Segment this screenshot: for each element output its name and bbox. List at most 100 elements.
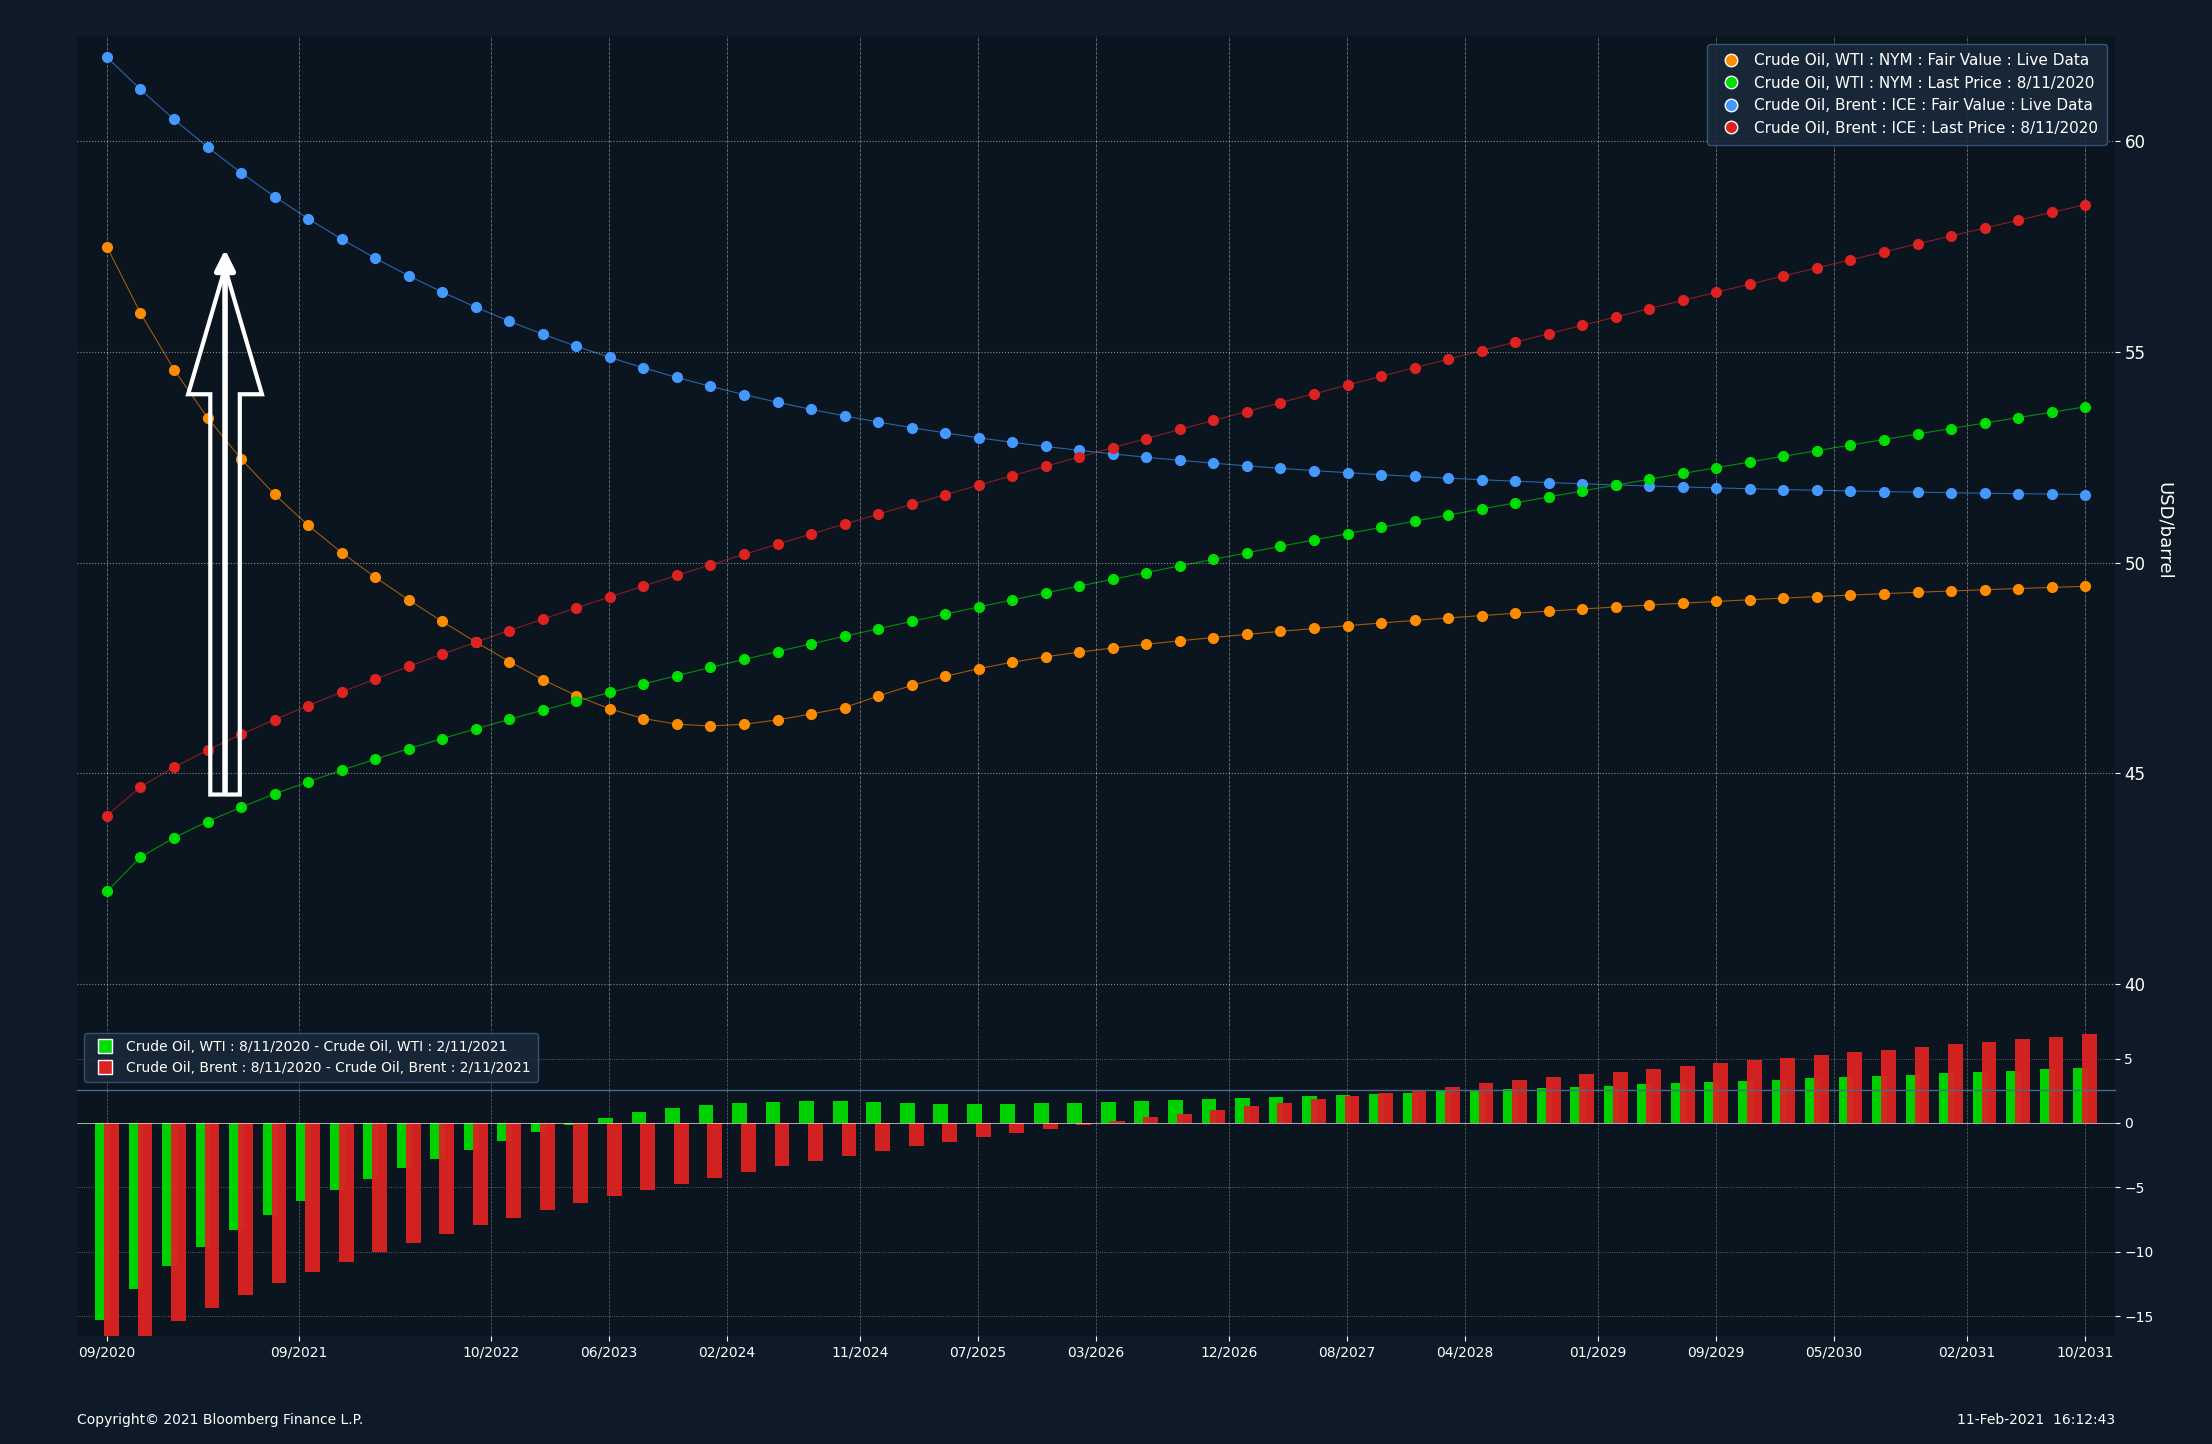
Bar: [473, 1123, 487, 1226]
Bar: [799, 1102, 814, 1123]
Bar: [137, 1123, 153, 1336]
Bar: [633, 1112, 646, 1123]
Bar: [1210, 1110, 1225, 1123]
Bar: [666, 1108, 679, 1123]
Bar: [1940, 1073, 1953, 1123]
Bar: [2039, 1070, 2055, 1123]
Text: 11-Feb-2021  16:12:43: 11-Feb-2021 16:12:43: [1958, 1412, 2115, 1427]
Bar: [732, 1103, 748, 1123]
Y-axis label: USD/barrel: USD/barrel: [2154, 482, 2172, 580]
Bar: [1110, 1121, 1124, 1123]
Bar: [699, 1105, 714, 1123]
Bar: [95, 1123, 111, 1320]
Bar: [774, 1123, 790, 1167]
Bar: [239, 1123, 252, 1295]
Bar: [1042, 1123, 1057, 1129]
Bar: [1168, 1100, 1183, 1123]
Bar: [1613, 1071, 1628, 1123]
Bar: [1402, 1093, 1418, 1123]
Bar: [1646, 1069, 1661, 1123]
Bar: [1469, 1090, 1484, 1123]
Bar: [1537, 1087, 1551, 1123]
Bar: [330, 1123, 345, 1190]
Bar: [765, 1102, 781, 1123]
Bar: [1604, 1086, 1619, 1123]
Bar: [372, 1123, 387, 1252]
Legend: Crude Oil, WTI : 8/11/2020 - Crude Oil, WTI : 2/11/2021, Crude Oil, Brent : 8/11: Crude Oil, WTI : 8/11/2020 - Crude Oil, …: [84, 1034, 538, 1082]
Bar: [1949, 1044, 1962, 1123]
Bar: [440, 1123, 453, 1233]
Bar: [1739, 1080, 1752, 1123]
Bar: [1279, 1103, 1292, 1123]
Bar: [1571, 1087, 1586, 1123]
Bar: [396, 1123, 411, 1168]
Bar: [675, 1123, 688, 1184]
Bar: [832, 1102, 847, 1123]
Bar: [841, 1123, 856, 1157]
Bar: [2081, 1034, 2097, 1123]
Bar: [465, 1123, 478, 1149]
Bar: [2073, 1069, 2088, 1123]
Bar: [597, 1118, 613, 1123]
Bar: [1637, 1084, 1652, 1123]
Bar: [305, 1123, 321, 1272]
Bar: [1880, 1050, 1896, 1123]
Bar: [1973, 1071, 1989, 1123]
Bar: [1847, 1053, 1863, 1123]
Bar: [1177, 1113, 1192, 1123]
Bar: [909, 1123, 922, 1147]
Bar: [1714, 1063, 1728, 1123]
Bar: [741, 1123, 757, 1173]
Bar: [1378, 1093, 1394, 1123]
Bar: [540, 1123, 555, 1210]
Bar: [933, 1103, 949, 1123]
Bar: [1102, 1102, 1115, 1123]
Bar: [1234, 1097, 1250, 1123]
Bar: [1033, 1103, 1048, 1123]
Bar: [230, 1123, 243, 1229]
Bar: [1436, 1092, 1451, 1123]
Bar: [1670, 1083, 1686, 1123]
Bar: [1747, 1060, 1761, 1123]
Bar: [431, 1123, 445, 1158]
Bar: [1009, 1123, 1024, 1134]
Bar: [1201, 1099, 1217, 1123]
Bar: [1546, 1077, 1559, 1123]
Bar: [573, 1123, 588, 1203]
Bar: [876, 1123, 889, 1151]
Bar: [263, 1123, 276, 1214]
Bar: [1144, 1118, 1159, 1123]
Bar: [272, 1123, 288, 1284]
Bar: [1444, 1086, 1460, 1123]
Bar: [1838, 1077, 1854, 1123]
Legend: Crude Oil, WTI : NYM : Fair Value : Live Data, Crude Oil, WTI : NYM : Last Price: Crude Oil, WTI : NYM : Fair Value : Live…: [1705, 43, 2108, 144]
Bar: [2015, 1040, 2031, 1123]
Bar: [967, 1105, 982, 1123]
Bar: [1270, 1097, 1283, 1123]
Bar: [507, 1123, 522, 1217]
Bar: [531, 1123, 546, 1132]
Bar: [498, 1123, 513, 1141]
Bar: [1336, 1095, 1352, 1123]
Bar: [564, 1123, 580, 1125]
Bar: [942, 1123, 958, 1142]
Bar: [296, 1123, 312, 1201]
Bar: [1243, 1106, 1259, 1123]
Bar: [1504, 1089, 1517, 1123]
Bar: [2048, 1037, 2064, 1123]
Bar: [170, 1123, 186, 1321]
Bar: [104, 1123, 119, 1354]
Bar: [2006, 1070, 2022, 1123]
Bar: [1814, 1056, 1829, 1123]
Bar: [1871, 1076, 1887, 1123]
Bar: [1781, 1057, 1796, 1123]
Bar: [1312, 1099, 1325, 1123]
Bar: [204, 1123, 219, 1307]
Bar: [1345, 1096, 1360, 1123]
Bar: [900, 1103, 914, 1123]
Bar: [1478, 1083, 1493, 1123]
Bar: [195, 1123, 210, 1246]
Text: Copyright© 2021 Bloomberg Finance L.P.: Copyright© 2021 Bloomberg Finance L.P.: [77, 1412, 363, 1427]
Bar: [1805, 1079, 1820, 1123]
Bar: [1579, 1074, 1595, 1123]
